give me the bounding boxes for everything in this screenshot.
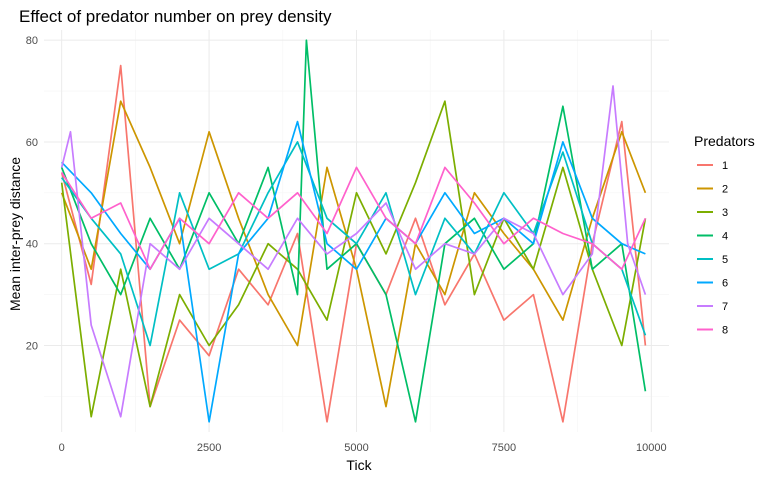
chart-title: Effect of predator number on prey densit… <box>19 7 332 26</box>
x-axis: 0 2500 5000 7500 10000 <box>59 442 667 454</box>
legend-label-4: 4 <box>722 231 728 243</box>
legend: Predators 1 2 3 4 5 6 7 8 <box>694 133 755 337</box>
series-line-8 <box>60 166 647 271</box>
x-tick-label: 2500 <box>197 442 221 454</box>
legend-label-6: 6 <box>722 278 728 290</box>
legend-label-1: 1 <box>722 160 728 172</box>
legend-label-3: 3 <box>722 207 728 219</box>
legend-label-5: 5 <box>722 254 728 266</box>
legend-label-8: 8 <box>722 325 728 337</box>
y-tick-label: 80 <box>26 35 38 47</box>
x-axis-title: Tick <box>346 457 372 473</box>
series-line-2 <box>60 100 647 408</box>
y-tick-label: 20 <box>26 340 38 352</box>
y-axis-title: Mean inter-prey distance <box>7 157 23 311</box>
grid <box>44 30 669 432</box>
y-axis: 20 40 60 80 <box>26 35 38 352</box>
legend-label-7: 7 <box>722 301 728 313</box>
series-lines <box>60 39 647 423</box>
legend-label-2: 2 <box>722 184 728 196</box>
x-tick-label: 10000 <box>636 442 667 454</box>
legend-title: Predators <box>694 133 755 149</box>
series-line-5 <box>61 141 647 347</box>
series-line-3 <box>60 100 647 418</box>
x-tick-label: 5000 <box>344 442 368 454</box>
series-line-7 <box>60 85 647 418</box>
x-tick-label: 7500 <box>492 442 516 454</box>
y-tick-label: 40 <box>26 239 38 251</box>
x-tick-label: 0 <box>59 442 65 454</box>
y-tick-label: 60 <box>26 137 38 149</box>
